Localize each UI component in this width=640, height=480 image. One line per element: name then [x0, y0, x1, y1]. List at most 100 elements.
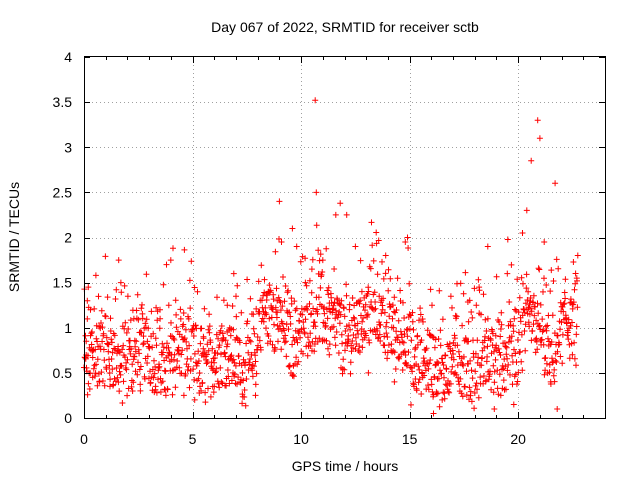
data-point [219, 330, 226, 337]
data-point [510, 328, 517, 335]
data-point [134, 291, 141, 298]
data-point [451, 335, 458, 342]
data-point [474, 337, 481, 344]
data-point [573, 331, 580, 338]
data-point [233, 293, 239, 300]
data-point [574, 304, 581, 311]
y-tick-label: 3.5 [53, 94, 73, 110]
data-point [326, 341, 333, 348]
data-point [213, 331, 220, 338]
data-point [202, 389, 209, 396]
data-point [308, 310, 315, 317]
data-point [84, 391, 91, 398]
data-point [310, 305, 317, 312]
data-point [384, 334, 391, 340]
data-point [165, 302, 172, 309]
data-point [260, 318, 267, 325]
data-point [507, 371, 513, 378]
data-point [140, 341, 147, 348]
data-point [496, 371, 503, 378]
data-point [417, 311, 424, 318]
x-axis-label: GPS time / hours [292, 458, 399, 474]
data-point [128, 383, 135, 390]
data-point [152, 335, 159, 342]
data-point [347, 370, 354, 377]
data-point [521, 309, 528, 316]
data-point [528, 157, 535, 164]
data-point [430, 410, 437, 417]
data-point [409, 309, 416, 316]
data-point [313, 189, 320, 196]
data-point [533, 317, 540, 324]
data-point [370, 257, 377, 264]
data-point [85, 304, 92, 311]
data-point [302, 279, 309, 286]
data-point [375, 334, 382, 341]
data-point [123, 359, 130, 366]
data-point [504, 355, 511, 362]
data-point [450, 356, 457, 363]
data-point [206, 329, 213, 336]
data-point [127, 317, 134, 324]
data-point [383, 319, 390, 326]
data-point [125, 326, 132, 332]
data-point [247, 356, 253, 362]
data-point [273, 285, 280, 292]
data-point [571, 286, 578, 293]
data-point [290, 334, 297, 341]
data-point [356, 343, 363, 350]
data-point [345, 332, 352, 339]
data-point [348, 348, 355, 355]
data-point [514, 378, 521, 385]
data-point [391, 294, 398, 301]
data-point [107, 383, 113, 390]
data-point [437, 342, 444, 349]
data-point [264, 292, 271, 299]
data-point [545, 335, 551, 342]
data-point [473, 380, 480, 387]
data-point [197, 340, 204, 347]
data-point [86, 386, 93, 392]
data-point [540, 341, 547, 348]
data-point [510, 322, 517, 329]
data-point [402, 352, 409, 358]
data-point [400, 339, 407, 346]
data-point [137, 381, 144, 388]
data-point [359, 318, 366, 325]
data-point [480, 291, 487, 298]
data-point [233, 313, 240, 320]
data-point [376, 331, 383, 338]
data-point [560, 301, 567, 308]
data-point [573, 362, 579, 369]
data-point [322, 322, 329, 329]
x-tick-label: 5 [189, 431, 197, 447]
data-point [513, 307, 520, 314]
data-point [480, 373, 487, 379]
data-point [441, 395, 448, 402]
data-point [406, 326, 413, 332]
data-point [115, 348, 122, 355]
data-point [562, 295, 569, 302]
data-point [227, 332, 234, 339]
data-point [463, 368, 470, 375]
data-point [499, 366, 505, 373]
data-point [551, 366, 558, 373]
data-point [500, 377, 507, 384]
data-point [240, 377, 247, 384]
data-point [84, 315, 91, 322]
data-point [315, 294, 322, 301]
data-point [113, 286, 120, 293]
data-point [363, 332, 369, 339]
data-point [399, 367, 406, 373]
data-point [554, 348, 561, 355]
data-point [393, 307, 400, 313]
data-point [569, 319, 575, 326]
data-point [332, 315, 339, 322]
data-point [159, 378, 166, 385]
data-point [569, 351, 576, 358]
data-point [484, 353, 491, 360]
data-point [157, 389, 164, 395]
y-tick-label: 3 [64, 139, 72, 155]
data-point [286, 309, 293, 316]
data-point [460, 362, 467, 369]
